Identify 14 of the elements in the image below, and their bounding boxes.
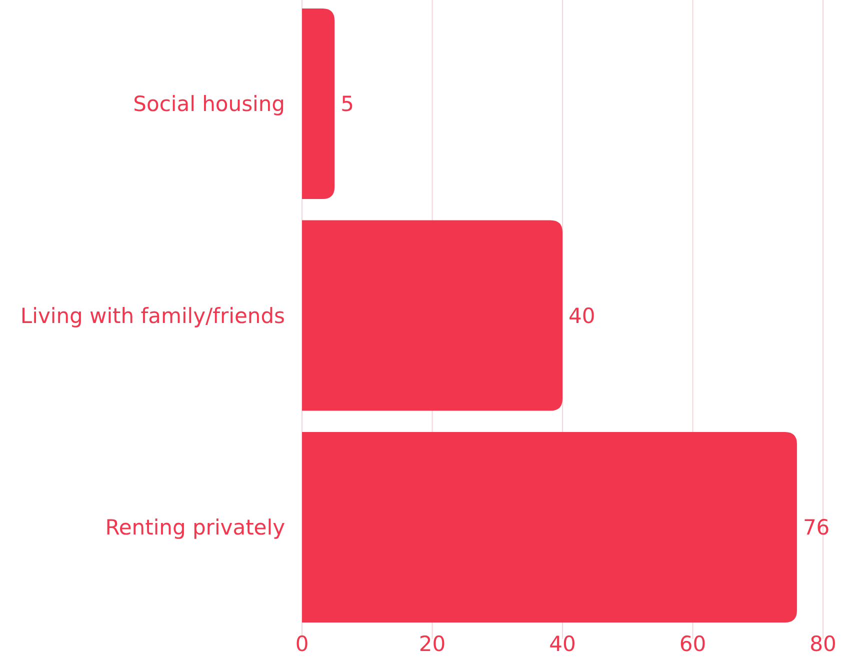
data-label: 76	[802, 516, 830, 540]
y-tick-label: Renting privately	[105, 516, 285, 540]
bar	[302, 220, 562, 411]
y-tick-label: Living with family/friends	[20, 304, 285, 328]
x-tick-label: 40	[549, 632, 576, 656]
x-tick-label: 80	[810, 632, 836, 656]
bar	[302, 8, 335, 200]
bar	[302, 432, 797, 623]
x-tick-label: 0	[295, 632, 309, 656]
data-label: 5	[340, 92, 354, 116]
x-tick-label: 20	[418, 632, 446, 656]
x-tick-label: 60	[679, 632, 706, 656]
y-tick-label: Social housing	[133, 92, 285, 116]
data-label: 40	[568, 304, 596, 328]
